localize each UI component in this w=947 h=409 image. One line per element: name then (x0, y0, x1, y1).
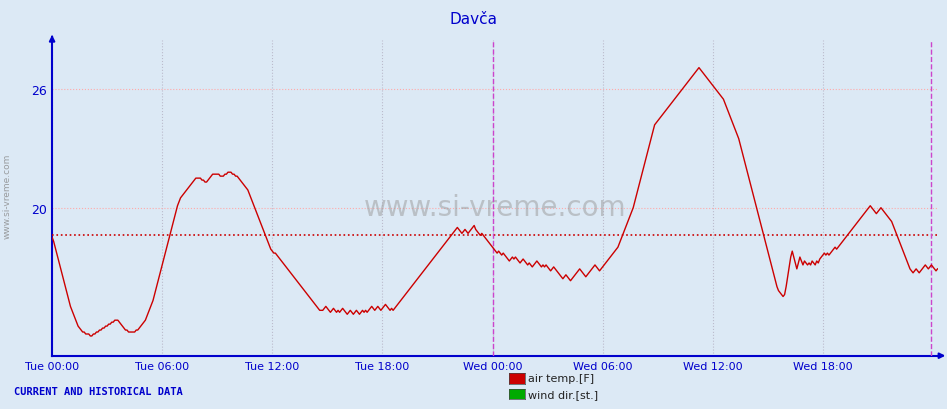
Text: www.si-vreme.com: www.si-vreme.com (3, 154, 12, 239)
Text: wind dir.[st.]: wind dir.[st.] (528, 389, 599, 399)
Text: Davča: Davča (450, 12, 497, 27)
Text: www.si-vreme.com: www.si-vreme.com (364, 194, 626, 222)
Text: CURRENT AND HISTORICAL DATA: CURRENT AND HISTORICAL DATA (14, 386, 183, 396)
Text: air temp.[F]: air temp.[F] (528, 373, 595, 383)
